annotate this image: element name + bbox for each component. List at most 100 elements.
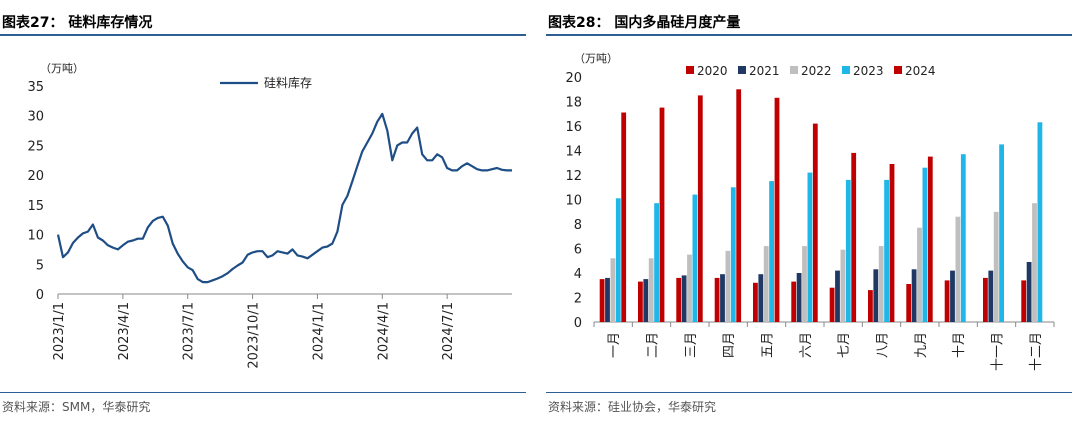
bar: [1037, 122, 1043, 322]
legend-label: 2023: [853, 64, 884, 78]
y-tick-label: 10: [27, 229, 44, 244]
bar: [654, 203, 659, 322]
y-tick-label: 0: [574, 316, 582, 331]
bar: [983, 277, 988, 322]
bar: [922, 167, 928, 322]
bar: [681, 275, 687, 322]
title-divider: [0, 34, 526, 36]
bar: [676, 277, 682, 322]
bar: [851, 152, 857, 322]
bar: [840, 249, 846, 322]
y-tick-label: 12: [565, 169, 582, 184]
bar: [621, 112, 627, 322]
y-tick-label: 6: [574, 243, 582, 258]
bar: [720, 274, 725, 322]
legend-label: 硅料库存: [264, 75, 312, 90]
bar: [730, 187, 736, 323]
x-tick-label: 2024/7/1: [441, 302, 456, 360]
bar: [950, 270, 955, 322]
x-tick-label: 六月: [799, 332, 814, 358]
bar: [878, 246, 884, 322]
source-note: 资料来源：SMM，华泰研究: [2, 400, 151, 414]
bar: [774, 97, 780, 322]
y-tick-label: 25: [27, 139, 44, 154]
bar: [988, 270, 994, 322]
source-note: 资料来源：硅业协会，华泰研究: [548, 400, 717, 414]
bar: [1032, 203, 1037, 322]
y-tick-label: 18: [565, 96, 582, 111]
x-tick-label: 八月: [876, 332, 891, 358]
right-panel: 图表28： 国内多晶硅月度产量 （万吨） 0 2 4 6 8 10 12 14 16 18 20 一月二…: [546, 0, 1072, 429]
legend-label: 2022: [801, 64, 832, 78]
bar: [791, 281, 797, 322]
bar: [610, 258, 616, 322]
y-tick-label: 5: [36, 258, 44, 273]
bar: [692, 194, 698, 322]
y-tick-label: 10: [565, 194, 582, 209]
bar: [884, 179, 889, 322]
bar: [659, 107, 665, 322]
inventory-line-chart: （万吨） 0 5 10 15 20 25 30 35 2023/1/1 2023/4/1 2023/7…: [27, 62, 512, 369]
x-tick-label: 五月: [761, 332, 776, 358]
bar: [835, 270, 840, 322]
footer-divider: [546, 392, 1072, 393]
bar: [999, 144, 1004, 322]
x-tick-label: 2023/7/1: [182, 302, 197, 360]
x-tick-label: 七月: [837, 332, 852, 358]
y-tick-label: 15: [27, 199, 44, 214]
legend-swatch: [686, 66, 694, 74]
left-panel: 图表27： 硅料库存情况 （万吨） 0 5 10 15 20 25 30 35 2023/1/1 2…: [0, 0, 526, 429]
bar: [1021, 280, 1027, 322]
bar: [599, 279, 605, 322]
y-tick-label: 4: [574, 267, 582, 282]
bar: [944, 280, 950, 322]
bar: [697, 95, 703, 323]
legend-swatch: [894, 66, 902, 74]
legend-swatch: [842, 66, 850, 74]
x-tick-label: 四月: [722, 332, 737, 358]
x-tick-label: 十二月: [1029, 332, 1044, 371]
y-tick-label: 35: [27, 80, 44, 95]
bar: [714, 277, 720, 322]
bar: [769, 181, 774, 322]
x-tick-label: 2023/1/1: [52, 302, 67, 360]
bar: [638, 281, 643, 322]
x-tick-label: 2024/1/1: [311, 302, 326, 360]
y-tick-label: 30: [27, 110, 44, 125]
y-tick-label: 20: [27, 169, 44, 184]
bar: [955, 216, 961, 322]
x-tick-label: 一月: [607, 332, 622, 358]
bar: [605, 277, 610, 322]
bar: [763, 246, 769, 322]
bar: [873, 269, 879, 322]
y-tick-label: 20: [565, 71, 582, 86]
figure-title: 图表27： 硅料库存情况: [2, 15, 153, 31]
y-tick-label: 14: [565, 145, 582, 160]
y-tick-label: 2: [574, 292, 582, 307]
x-tick-label: 二月: [646, 332, 661, 358]
legend-swatch: [738, 66, 746, 74]
y-tick-label: 16: [565, 120, 582, 135]
y-unit-label: （万吨）: [40, 62, 84, 75]
figure-title: 图表28： 国内多晶硅月度产量: [548, 15, 741, 31]
bar: [829, 287, 835, 322]
title-divider: [546, 34, 1072, 36]
bar: [845, 179, 851, 322]
bar: [868, 290, 873, 322]
bar: [643, 279, 649, 322]
footer-divider: [0, 392, 526, 393]
x-tick-label: 三月: [684, 332, 699, 358]
legend-swatch: [790, 66, 798, 74]
x-tick-label: 2023/10/1: [247, 302, 262, 369]
bar: [960, 154, 966, 322]
bar: [917, 227, 922, 322]
bar: [796, 273, 802, 322]
bar: [807, 172, 813, 322]
bar: [758, 274, 764, 322]
bar: [725, 250, 731, 322]
bar: [802, 246, 807, 322]
bar: [687, 254, 692, 322]
x-tick-label: 九月: [914, 332, 929, 358]
series-line: [56, 112, 512, 284]
legend-label: 2024: [905, 64, 936, 78]
